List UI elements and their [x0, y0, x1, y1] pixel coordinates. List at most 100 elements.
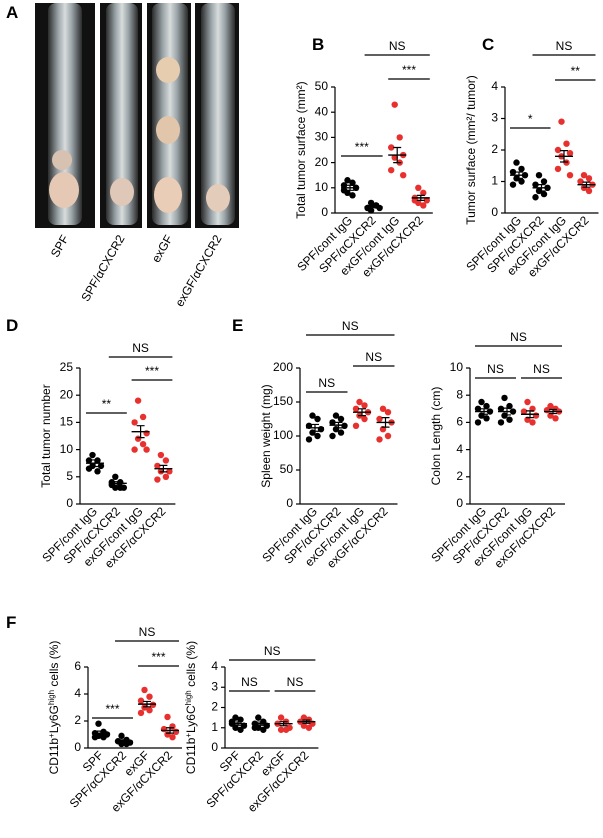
data-point — [85, 465, 93, 472]
error-bar — [256, 721, 265, 726]
photo-panel — [35, 3, 239, 228]
y-tick-label: 100 — [273, 428, 293, 442]
error-bar — [381, 417, 390, 428]
significance-label: * — [528, 112, 533, 126]
tumor — [154, 177, 182, 213]
data-point — [501, 394, 508, 402]
significance-label: *** — [151, 650, 165, 664]
y-axis-label: CD11b+Ly6Ghigh cells (%) — [47, 641, 62, 775]
data-point — [478, 398, 485, 406]
y-tick-label: 20 — [315, 155, 329, 169]
data-point — [300, 722, 308, 729]
colon — [152, 3, 188, 225]
data-point — [146, 693, 153, 700]
data-point — [349, 192, 356, 199]
data-point — [169, 734, 176, 741]
y-tick-label: 0 — [456, 496, 463, 510]
significance-label: NS — [318, 376, 335, 390]
data-point — [529, 419, 536, 426]
error-bar — [334, 421, 343, 429]
data-point — [166, 468, 173, 475]
data-point — [162, 473, 170, 480]
y-axis-label-part: Tumor surface (mm²/ tumor) — [464, 75, 478, 225]
tumor — [156, 57, 180, 83]
y-tick-label: 6 — [74, 659, 81, 673]
data-point — [506, 416, 513, 423]
data-point — [237, 716, 244, 723]
error-bar — [503, 407, 511, 416]
colon — [201, 3, 235, 225]
error-bar — [234, 721, 242, 726]
significance-label: *** — [402, 63, 416, 77]
group-label: exGF/αCXCR2 — [172, 232, 224, 309]
data-point — [95, 720, 102, 727]
significance-label: NS — [241, 675, 258, 689]
error-bar — [279, 721, 288, 727]
data-point — [117, 484, 124, 491]
y-axis-label-part: Total tumor number — [39, 384, 53, 487]
y-tick-label: 8 — [456, 387, 463, 401]
y-axis-label-part: high — [184, 690, 193, 705]
data-point — [131, 446, 138, 453]
group-label: SPF — [48, 233, 72, 260]
y-tick-label: 15 — [60, 415, 74, 429]
data-point — [558, 118, 565, 125]
significance-label: NS — [132, 341, 149, 355]
y-axis-label-part: Colon Length (cm) — [429, 387, 443, 486]
data-point — [340, 187, 348, 194]
data-point — [137, 697, 145, 704]
y-tick-label: 200 — [273, 360, 293, 374]
y-tick-label: 2 — [456, 469, 463, 483]
data-point — [91, 734, 99, 741]
y-tick-label: 40 — [315, 104, 329, 118]
data-point — [391, 101, 398, 108]
tumor — [206, 184, 230, 212]
data-point — [580, 172, 588, 179]
panel-label: B — [312, 35, 324, 54]
data-point — [501, 412, 508, 419]
panel-label: D — [6, 316, 18, 335]
error-bar — [515, 171, 523, 179]
data-point — [497, 405, 505, 412]
data-point — [172, 728, 180, 735]
data-point — [540, 178, 548, 185]
data-point — [384, 432, 392, 440]
error-bar — [136, 425, 145, 439]
data-point — [260, 726, 267, 733]
data-point — [566, 149, 574, 157]
data-point — [85, 457, 93, 464]
y-tick-label: 20 — [60, 387, 74, 401]
y-axis-label-part: + — [184, 733, 193, 738]
data-point — [329, 432, 336, 440]
group-label: SPF/αCXCR2 — [78, 232, 127, 304]
data-point — [118, 732, 125, 740]
data-point — [97, 462, 105, 470]
error-bar — [369, 205, 378, 209]
data-point — [340, 182, 348, 189]
data-point — [329, 419, 336, 426]
data-point — [314, 415, 321, 423]
data-point — [356, 398, 363, 406]
significance-label: NS — [287, 675, 304, 689]
error-bar — [549, 408, 557, 415]
y-tick-label: 10 — [315, 180, 329, 194]
y-tick-label: 1 — [211, 720, 218, 734]
data-point — [474, 419, 482, 426]
y-axis-label: Total tumor surface (mm²) — [294, 81, 308, 218]
error-bar — [120, 739, 128, 744]
significance-label: NS — [264, 644, 281, 658]
significance-label: NS — [556, 39, 573, 53]
data-point — [411, 197, 418, 204]
data-point — [474, 405, 482, 412]
error-bar — [560, 150, 568, 163]
error-bar — [159, 464, 168, 473]
y-axis-label: Spleen weight (mg) — [259, 384, 273, 487]
data-point — [532, 181, 539, 188]
data-point — [277, 714, 285, 721]
significance-label: NS — [487, 362, 504, 376]
data-point — [400, 172, 407, 179]
y-axis-label-part: Ly6G — [47, 705, 61, 733]
y-axis-label-part: high — [47, 690, 56, 705]
data-point — [314, 432, 321, 440]
data-point — [131, 419, 138, 426]
